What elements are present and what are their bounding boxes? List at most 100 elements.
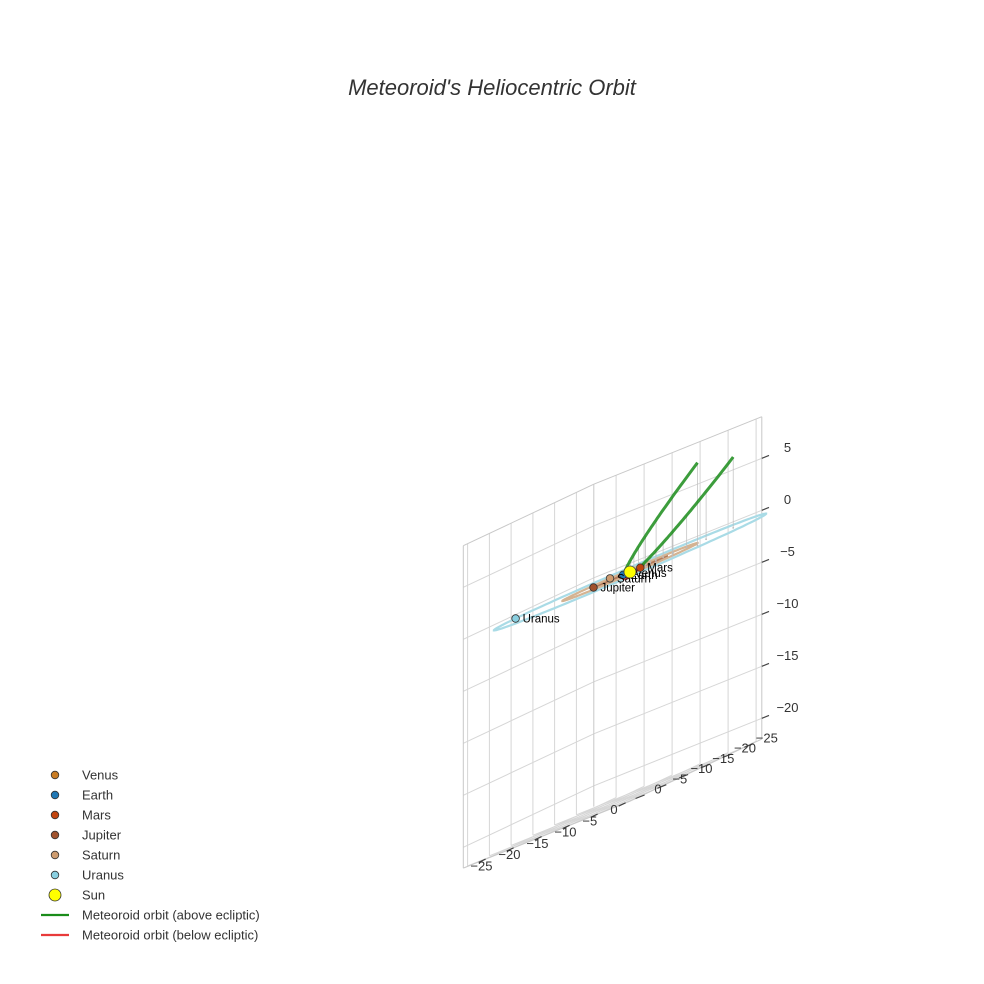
grid-line-floor-x-3: [510, 777, 680, 846]
x-axis-tick-3: [678, 773, 689, 779]
z-axis-tick-label-5: 5: [784, 440, 791, 455]
drop-foot-0: [732, 527, 735, 529]
drop-foot-400: [696, 544, 699, 547]
box-edge-5: [631, 738, 763, 802]
x-axis-tick-label-4: −5: [672, 771, 687, 786]
z-axis-tick-label-3: −5: [780, 544, 795, 559]
y-axis-tick-0: [478, 858, 486, 863]
y-axis-tick-label-5: 0: [610, 802, 617, 817]
box-edge-4: [463, 483, 595, 547]
legend-label-3: Jupiter: [82, 828, 122, 843]
legend-swatch-marker-4: [50, 850, 60, 860]
x-axis-tick-label-2: −15: [712, 751, 734, 766]
x-axis-tick-label-3: −10: [690, 761, 712, 776]
legend-label-4: Saturn: [82, 848, 120, 863]
uranus-label: Uranus: [523, 614, 560, 626]
legend-swatch-marker-3: [50, 830, 60, 840]
legend-label-1: Earth: [82, 788, 113, 803]
z-axis-tick-label-2: −10: [776, 596, 798, 611]
drop-foot-392: [671, 555, 674, 557]
y-axis-tick-4: [590, 813, 598, 818]
z-axis-tick-1: [761, 662, 770, 667]
legend-item-7: Meteoroid orbit (above ecliptic): [41, 908, 260, 923]
grid-layer: [462, 416, 763, 869]
drop-foot-32: [662, 556, 664, 559]
saturn-orbit: [561, 541, 699, 603]
venus-label: Venus: [635, 568, 667, 580]
y-axis-tick-label-4: −5: [582, 813, 597, 828]
box-edge-6: [463, 800, 632, 869]
z-axis-tick-2: [761, 610, 770, 615]
y-axis-tick-5: [618, 802, 626, 807]
grid-line-floor-x-2: [532, 767, 702, 836]
uranus-marker: [511, 614, 520, 623]
drop-foot-384: [655, 561, 657, 564]
grid-line-wall-z-0: [463, 717, 762, 848]
legend-item-8: Meteoroid orbit (below ecliptic): [41, 928, 258, 943]
box-edge-3: [593, 416, 762, 485]
legend-item-5: Uranus: [50, 868, 124, 883]
legend-label-6: Sun: [82, 888, 105, 903]
legend-swatch-marker-5: [50, 870, 60, 880]
legend-label-2: Mars: [82, 808, 111, 823]
legend-label-0: Venus: [82, 768, 119, 783]
x-axis-tick-0: [744, 743, 754, 748]
drop-foot-16: [685, 546, 688, 549]
earth-label: Earth: [630, 570, 658, 582]
x-axis-tick-2: [700, 763, 711, 769]
x-axis-tick-5: [635, 794, 645, 800]
sun-marker: [623, 565, 637, 579]
y-axis-tick-label-3: −10: [554, 825, 576, 840]
x-axis-tick-label-0: −25: [756, 730, 778, 745]
grid-line-floor-x-0: [576, 746, 745, 816]
legend-item-3: Jupiter: [50, 828, 122, 843]
uranus-orbit: [492, 512, 768, 632]
z-axis-tick-3: [761, 558, 770, 563]
legend-label-7: Meteoroid orbit (above ecliptic): [82, 908, 260, 923]
z-axis-tick-4: [761, 506, 770, 511]
y-axis-tick-1: [506, 847, 514, 852]
x-axis-tick-1: [722, 753, 732, 759]
legend-item-4: Saturn: [50, 848, 120, 863]
y-axis-tick-2: [534, 836, 542, 841]
legend-swatch-marker-1: [50, 790, 60, 800]
z-axis-tick-label-0: −20: [776, 700, 798, 715]
jupiter-marker: [589, 583, 598, 592]
jupiter-label: Jupiter: [601, 583, 636, 595]
y-axis-tick-label-1: −20: [498, 847, 520, 862]
z-axis-tick-label-4: 0: [784, 492, 791, 507]
legend-item-2: Mars: [50, 808, 111, 823]
x-axis-tick-label-5: 0: [654, 782, 661, 797]
legend-item-0: Venus: [50, 768, 119, 783]
grid-line-wall-z-1: [463, 665, 762, 796]
mars-marker: [636, 563, 645, 572]
grid-line-floor-x-4: [489, 787, 658, 857]
z-axis-tick-0: [761, 714, 770, 719]
drop-foot-48: [649, 561, 652, 564]
y-axis-tick-label-0: −25: [470, 858, 492, 873]
chart-title: Meteoroid's Heliocentric Orbit: [348, 75, 637, 100]
grid-line-floor-x-1: [554, 757, 723, 826]
axis-layer: −25−20−15−10−50−25−20−15−10−50−20−15−10−…: [470, 440, 798, 873]
x-axis-tick-4: [657, 784, 667, 789]
drop-foot-8: [705, 538, 707, 541]
legend-item-1: Earth: [50, 788, 113, 803]
legend-label-8: Meteoroid orbit (below ecliptic): [82, 928, 258, 943]
legend: Venus Earth Mars Jupiter Saturn Uranus Sun Mete…: [41, 768, 260, 943]
y-axis-tick-3: [562, 824, 570, 830]
legend-label-5: Uranus: [82, 868, 124, 883]
x-axis-tick-label-1: −20: [734, 741, 756, 756]
drop-foot-376: [644, 565, 647, 568]
mars-label: Mars: [647, 563, 673, 575]
legend-item-6: Sun: [48, 888, 105, 903]
meteoroid-segment-above-0: [638, 456, 735, 569]
legend-swatch-marker-6: [48, 888, 62, 902]
z-axis-tick-label-1: −15: [776, 648, 798, 663]
legend-swatch-marker-0: [50, 770, 60, 780]
z-axis-tick-5: [761, 454, 770, 459]
legend-swatch-marker-2: [50, 810, 60, 820]
y-axis-tick-label-2: −15: [526, 836, 548, 851]
grid-line-wall-z-2: [463, 613, 762, 744]
